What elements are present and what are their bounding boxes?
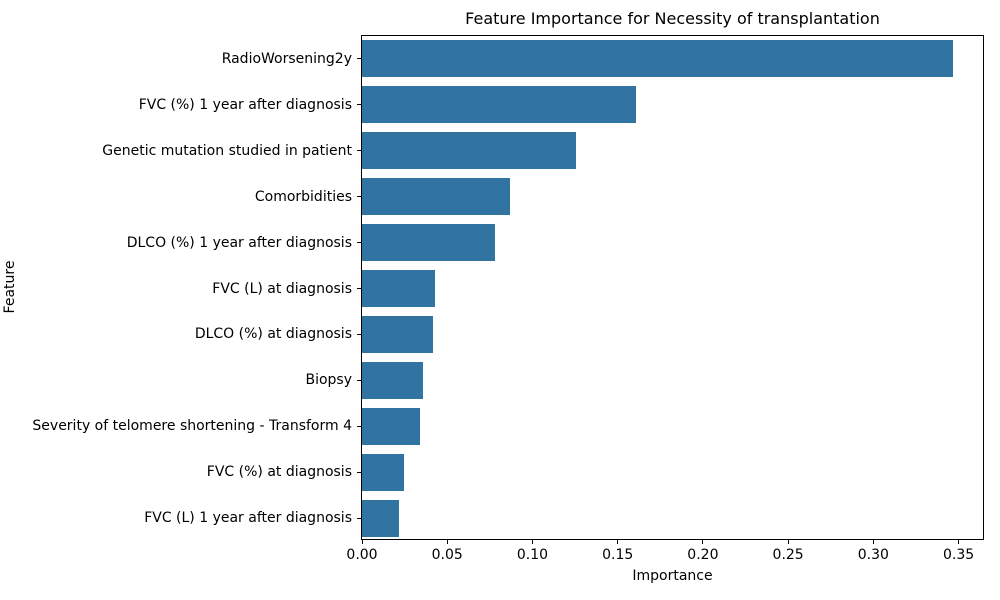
y-tick-label: DLCO (%) 1 year after diagnosis: [126, 234, 352, 251]
bar: [362, 270, 436, 307]
y-tick-label: FVC (%) at diagnosis: [206, 464, 352, 481]
x-tick-label: 0.20: [687, 547, 719, 563]
bar: [362, 315, 434, 353]
x-tick-mark: [531, 539, 533, 544]
y-tick-label: Biopsy: [305, 372, 352, 389]
y-tick-label: FVC (L) at diagnosis: [212, 280, 352, 297]
y-tick-mark: [357, 58, 362, 60]
y-tick-label: Severity of telomere shortening - Transf…: [32, 418, 352, 435]
bar: [362, 224, 495, 262]
x-tick-mark: [787, 539, 789, 544]
y-tick-label: FVC (%) 1 year after diagnosis: [138, 96, 352, 113]
bar: [362, 86, 636, 124]
y-tick-mark: [357, 104, 362, 106]
bar: [362, 132, 577, 170]
plot-area: RadioWorsening2y FVC (%) 1 year after dia…: [32, 35, 984, 563]
x-tick-mark: [617, 539, 619, 544]
bar: [362, 407, 420, 445]
y-tick-label: Comorbidities: [254, 188, 352, 205]
bar: [362, 453, 405, 491]
y-axis-label: Feature: [2, 260, 18, 314]
bar: [362, 361, 424, 399]
x-tick-mark: [872, 539, 874, 544]
chart-title: Feature Importance for Necessity of tran…: [465, 9, 880, 28]
x-tick-label: 0.15: [602, 547, 634, 563]
x-tick-mark: [702, 539, 704, 544]
y-tick-mark: [357, 333, 362, 335]
y-tick-mark: [357, 425, 362, 427]
x-tick-label: 0.00: [346, 547, 378, 563]
bar: [362, 499, 400, 537]
x-tick-label: 0.05: [431, 547, 463, 563]
y-tick-mark: [357, 379, 362, 381]
y-tick-label: DLCO (%) at diagnosis: [194, 326, 352, 343]
y-tick-label: RadioWorsening2y: [221, 50, 352, 67]
bar: [362, 40, 954, 78]
y-tick-mark: [357, 196, 362, 198]
x-axis-label: Importance: [632, 568, 713, 584]
x-tick-label: 0.25: [772, 547, 804, 563]
y-tick-mark: [357, 242, 362, 244]
x-tick-label: 0.30: [857, 547, 889, 563]
y-tick-label: FVC (L) 1 year after diagnosis: [144, 510, 352, 527]
y-tick-mark: [357, 288, 362, 289]
y-tick-label: Genetic mutation studied in patient: [102, 142, 352, 159]
y-tick-mark: [357, 471, 362, 473]
x-tick-label: 0.10: [516, 547, 549, 563]
x-tick-mark: [958, 539, 960, 544]
x-tick-label: 0.35: [942, 547, 975, 563]
bar: [362, 178, 510, 216]
x-tick-mark: [446, 539, 448, 544]
x-tick-mark: [361, 539, 363, 544]
y-tick-mark: [357, 517, 362, 519]
y-tick-mark: [357, 150, 362, 152]
